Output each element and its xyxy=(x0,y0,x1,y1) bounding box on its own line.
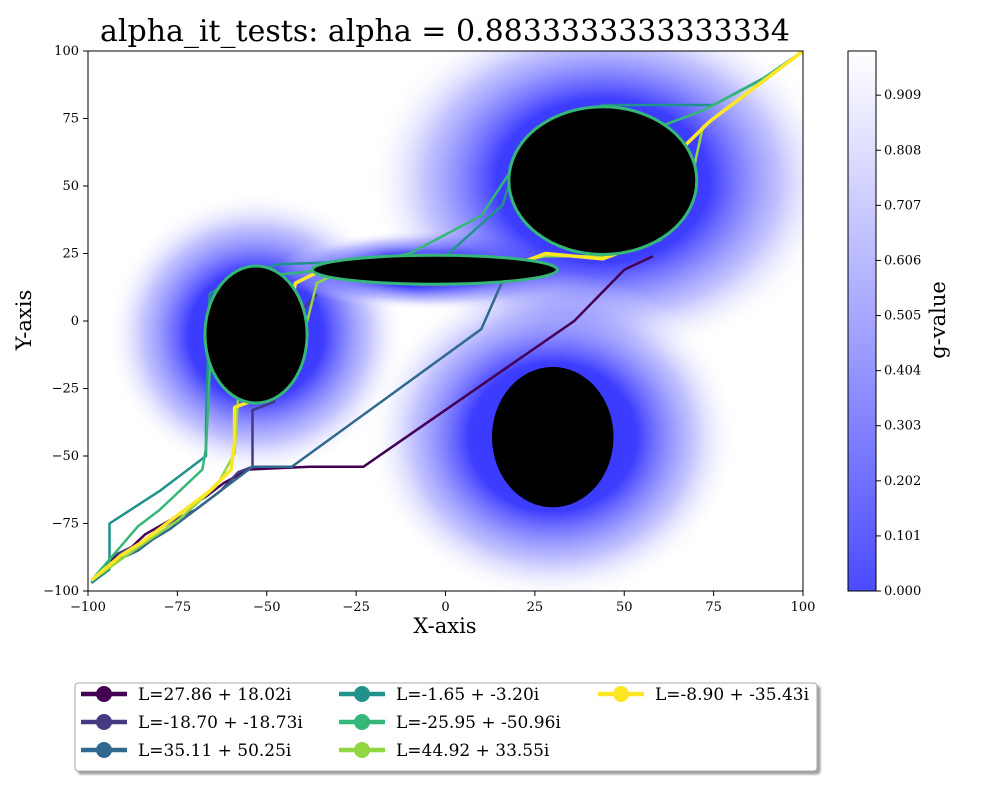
y-tick-label-7: 75 xyxy=(62,112,79,127)
y-tick-label-8: 100 xyxy=(54,44,79,59)
x-tick-label-8: 100 xyxy=(791,600,816,615)
chart-title: alpha_it_tests: alpha = 0.88333333333333… xyxy=(100,14,790,49)
legend-label-5: L=44.92 + 33.55i xyxy=(396,741,550,761)
legend-label-4: L=-25.95 + -50.96i xyxy=(396,713,561,733)
legend: L=27.86 + 18.02i L=-18.70 + -18.73i L=35.1… xyxy=(74,682,818,772)
colorbar: 0.000 0.101 0.202 0.303 0.404 0.505 0.606 0.707… xyxy=(847,50,950,599)
legend-box xyxy=(74,682,818,772)
colorbar-tick-label-7: 0.707 xyxy=(884,198,921,213)
colorbar-tick-label-4: 0.404 xyxy=(884,364,921,379)
legend-label-3: L=-1.65 + -3.20i xyxy=(396,685,540,705)
x-axis-ticks: −100 −75 −50 −25 0 25 50 75 100 xyxy=(70,591,815,615)
x-tick-label-1: −75 xyxy=(164,600,191,615)
y-tick-label-1: −75 xyxy=(52,517,79,532)
y-axis-label: Y-axis xyxy=(12,290,36,352)
y-tick-label-6: 50 xyxy=(62,179,79,194)
colorbar-tick-label-0: 0.000 xyxy=(884,584,921,599)
y-tick-label-0: −100 xyxy=(43,584,79,599)
legend-swatch-marker-3 xyxy=(354,686,370,702)
x-tick-label-7: 75 xyxy=(705,600,722,615)
legend-swatch-marker-6 xyxy=(613,686,629,702)
x-tick-label-2: −50 xyxy=(253,600,280,615)
obstacle-0 xyxy=(205,267,307,402)
colorbar-tick-label-6: 0.606 xyxy=(884,253,921,268)
obstacles xyxy=(203,105,699,508)
colorbar-gradient xyxy=(847,50,877,592)
series-line-2 xyxy=(90,263,525,584)
legend-label-2: L=35.11 + 50.25i xyxy=(138,741,292,761)
x-tick-label-3: −25 xyxy=(342,600,369,615)
obstacle-2 xyxy=(509,107,696,254)
obstacle-outline-green-2 xyxy=(507,105,699,257)
y-tick-label-3: −25 xyxy=(52,382,79,397)
colorbar-ticks: 0.000 0.101 0.202 0.303 0.404 0.505 0.606 0.707… xyxy=(876,88,921,599)
colorbar-tick-label-5: 0.505 xyxy=(884,309,921,324)
x-tick-label-6: 50 xyxy=(616,600,633,615)
legend-swatch-marker-2 xyxy=(96,742,112,758)
legend-swatch-marker-4 xyxy=(354,714,370,730)
plot-area xyxy=(90,51,803,591)
x-tick-label-4: 0 xyxy=(441,600,449,615)
y-axis-ticks: −100 −75 −50 −25 0 25 50 75 100 xyxy=(43,44,88,599)
legend-label-0: L=27.86 + 18.02i xyxy=(138,685,292,705)
x-tick-label-0: −100 xyxy=(70,600,106,615)
colorbar-label: g-value xyxy=(926,281,950,359)
y-tick-label-2: −50 xyxy=(52,449,79,464)
x-tick-label-5: 25 xyxy=(527,600,544,615)
legend-items: L=27.86 + 18.02i L=-18.70 + -18.73i L=35.1… xyxy=(81,685,810,761)
colorbar-tick-label-9: 0.909 xyxy=(884,88,921,103)
obstacle-1 xyxy=(313,256,557,284)
obstacle-outline-green-1 xyxy=(310,253,559,286)
y-tick-label-5: 25 xyxy=(62,247,79,262)
x-axis-label: X-axis xyxy=(413,614,476,638)
legend-label-1: L=-18.70 + -18.73i xyxy=(138,713,303,733)
colorbar-tick-label-2: 0.202 xyxy=(884,474,921,489)
legend-swatch-marker-1 xyxy=(96,714,112,730)
obstacle-3 xyxy=(491,366,614,508)
legend-swatch-marker-0 xyxy=(96,686,112,702)
colorbar-tick-label-8: 0.808 xyxy=(884,143,921,158)
obstacle-outline-green-0 xyxy=(203,264,309,405)
colorbar-tick-label-1: 0.101 xyxy=(884,529,921,544)
legend-swatch-marker-5 xyxy=(354,742,370,758)
legend-label-6: L=-8.90 + -35.43i xyxy=(655,685,810,705)
y-tick-label-4: 0 xyxy=(71,314,79,329)
colorbar-tick-label-3: 0.303 xyxy=(884,419,921,434)
